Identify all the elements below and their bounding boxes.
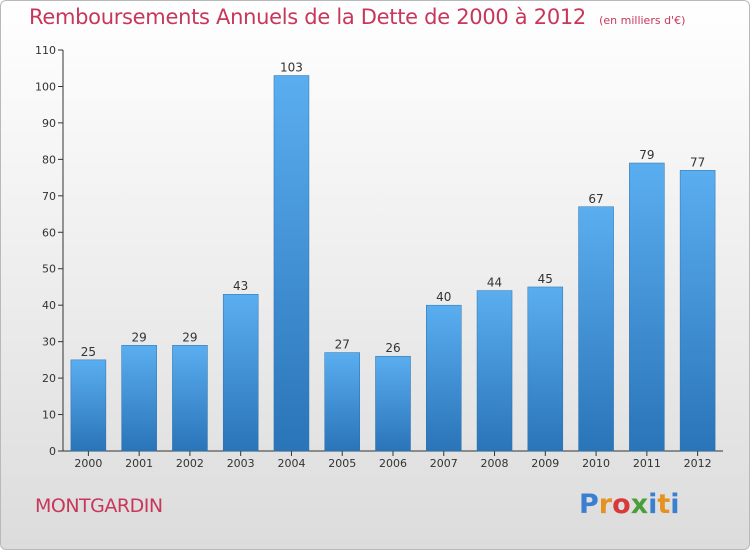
y-tick-label: 10 [42, 409, 56, 422]
logo-letter: P [579, 489, 599, 520]
bar [476, 290, 513, 452]
bar-value-label: 29 [182, 330, 197, 344]
y-tick-label: 30 [42, 336, 56, 349]
bar-value-label: 29 [132, 330, 147, 344]
bar-value-label: 45 [538, 272, 553, 286]
x-tick-label: 2005 [328, 457, 356, 470]
x-tick-label: 2001 [125, 457, 153, 470]
x-tick-label: 2011 [633, 457, 661, 470]
bar [578, 206, 614, 452]
bar [426, 304, 462, 452]
logo-letter: o [612, 489, 631, 520]
bars: 25 29 29 43 103 27 26 40 44 45 67 79 77 [70, 61, 716, 452]
x-tick-label: 2012 [684, 457, 712, 470]
chart-subtitle: (en milliers d'€) [599, 14, 686, 27]
bar-value-label: 27 [335, 338, 350, 352]
y-tick-label: 110 [35, 44, 56, 57]
logo-letter: r [598, 489, 613, 520]
x-tick-label: 2009 [531, 457, 559, 470]
logo-letter: i [648, 489, 658, 520]
bar [679, 170, 716, 452]
y-tick-label: 90 [42, 117, 56, 130]
bar [375, 355, 411, 452]
bar-value-label: 40 [436, 290, 451, 304]
bar [172, 345, 208, 452]
y-tick-label: 20 [42, 372, 56, 385]
bar [70, 359, 107, 452]
bar [121, 345, 157, 452]
x-tick-label: 2004 [277, 457, 305, 470]
bar [324, 352, 360, 452]
x-tick-label: 2010 [582, 457, 610, 470]
y-tick-label: 70 [42, 190, 56, 203]
chart-title: Remboursements Annuels de la Dette de 20… [29, 5, 586, 29]
bar-value-label: 77 [690, 155, 705, 169]
bar-value-label: 26 [385, 341, 400, 355]
bar-value-label: 25 [81, 345, 96, 359]
proxiti-logo[interactable]: Proxiti [579, 489, 680, 520]
y-tick-label: 100 [35, 80, 56, 93]
bar [527, 286, 564, 452]
logo-letter: t [657, 489, 671, 520]
x-tick-label: 2006 [379, 457, 407, 470]
bar [273, 75, 310, 452]
x-tick-label: 2007 [430, 457, 458, 470]
x-tick-label: 2000 [74, 457, 102, 470]
y-tick-label: 40 [42, 299, 56, 312]
logo-letter: i [670, 489, 680, 520]
bar-value-label: 44 [487, 276, 502, 290]
y-tick-label: 80 [42, 153, 56, 166]
y-tick-label: 0 [49, 445, 56, 458]
commune-name: MONTGARDIN [35, 495, 163, 517]
y-tick-label: 60 [42, 226, 56, 239]
title-line: Remboursements Annuels de la Dette de 20… [29, 5, 685, 29]
bar-value-label: 79 [639, 148, 654, 162]
axes: 0 10 20 30 40 50 60 70 80 90 100 110 2000 2001 2002 200… [35, 44, 723, 470]
bar-value-label: 67 [588, 192, 603, 206]
bar-value-label: 103 [280, 61, 303, 75]
x-tick-label: 2008 [481, 457, 509, 470]
y-tick-label: 50 [42, 263, 56, 276]
logo-letter: x [630, 489, 649, 520]
x-tick-label: 2002 [176, 457, 204, 470]
bar-value-label: 43 [233, 279, 248, 293]
bar [629, 162, 665, 452]
x-tick-label: 2003 [227, 457, 255, 470]
bar [222, 293, 259, 452]
